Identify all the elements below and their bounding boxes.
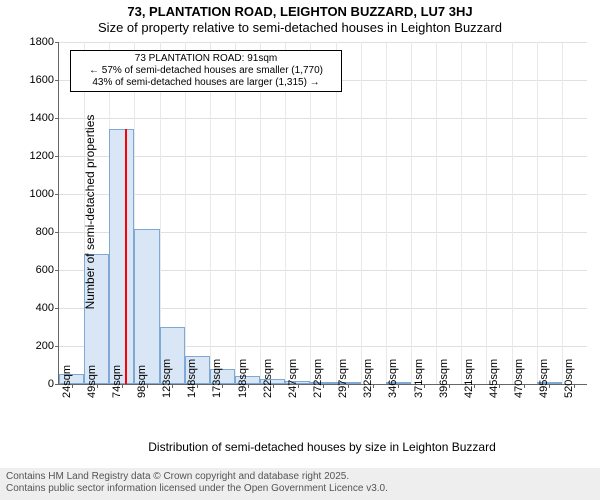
gridline (59, 156, 587, 157)
footer-line1: Contains HM Land Registry data © Crown c… (6, 471, 594, 483)
gridline (386, 42, 387, 384)
gridline (512, 42, 513, 384)
ytick-label: 1400 (14, 112, 54, 124)
footer-line2: Contains public sector information licen… (6, 483, 594, 495)
gridline (486, 42, 487, 384)
annotation-box: 73 PLANTATION ROAD: 91sqm ← 57% of semi-… (70, 50, 342, 92)
gridline (285, 42, 286, 384)
gridline (411, 42, 412, 384)
ytick-mark (55, 346, 59, 347)
ytick-mark (55, 118, 59, 119)
gridline (461, 42, 462, 384)
gridline (185, 42, 186, 384)
y-axis-label: Number of semi-detached properties (83, 92, 97, 332)
ytick-mark (55, 194, 59, 195)
ytick-mark (55, 232, 59, 233)
histogram-bar (134, 229, 159, 384)
gridline (59, 194, 587, 195)
chart-container: 73, PLANTATION ROAD, LEIGHTON BUZZARD, L… (0, 0, 600, 500)
gridline (235, 42, 236, 384)
gridline (436, 42, 437, 384)
annotation-line1: 73 PLANTATION ROAD: 91sqm (77, 53, 335, 65)
gridline (59, 118, 587, 119)
gridline (210, 42, 211, 384)
ytick-label: 1200 (14, 150, 54, 162)
gridline (537, 42, 538, 384)
ytick-mark (55, 80, 59, 81)
ytick-label: 400 (14, 302, 54, 314)
gridline (59, 42, 587, 43)
histogram-bar (109, 129, 134, 384)
plot-area (58, 42, 587, 385)
x-axis-label: Distribution of semi-detached houses by … (58, 440, 586, 454)
gridline (260, 42, 261, 384)
ytick-label: 800 (14, 226, 54, 238)
ytick-label: 1600 (14, 74, 54, 86)
gridline (361, 42, 362, 384)
footer: Contains HM Land Registry data © Crown c… (0, 468, 600, 500)
ytick-mark (55, 384, 59, 385)
chart-title: 73, PLANTATION ROAD, LEIGHTON BUZZARD, L… (0, 0, 600, 20)
gridline (336, 42, 337, 384)
ytick-mark (55, 156, 59, 157)
ytick-mark (55, 42, 59, 43)
gridline (310, 42, 311, 384)
gridline (562, 42, 563, 384)
highlight-marker (125, 129, 127, 384)
ytick-label: 200 (14, 340, 54, 352)
ytick-mark (55, 308, 59, 309)
annotation-line3: 43% of semi-detached houses are larger (… (77, 77, 335, 89)
ytick-label: 1800 (14, 36, 54, 48)
ytick-label: 0 (14, 378, 54, 390)
ytick-mark (55, 270, 59, 271)
ytick-label: 600 (14, 264, 54, 276)
annotation-line2: ← 57% of semi-detached houses are smalle… (77, 65, 335, 77)
chart-subtitle: Size of property relative to semi-detach… (0, 20, 600, 36)
ytick-label: 1000 (14, 188, 54, 200)
